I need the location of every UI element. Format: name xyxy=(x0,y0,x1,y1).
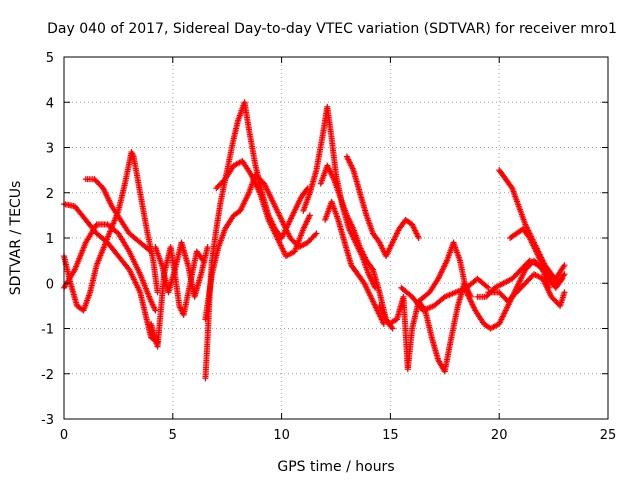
series-track-3 xyxy=(61,221,159,314)
series-track-2 xyxy=(61,149,161,314)
series-track-1 xyxy=(61,201,161,346)
y-tick-label: 4 xyxy=(46,96,54,111)
x-tick-label: 0 xyxy=(60,428,68,443)
series-track-19 xyxy=(496,167,568,287)
data-point xyxy=(146,247,153,254)
y-tick-label: 3 xyxy=(46,142,54,157)
y-tick-label: -1 xyxy=(41,323,54,338)
x-tick-label: 10 xyxy=(273,428,290,443)
y-tick-label: 5 xyxy=(46,51,54,66)
y-tick-label: -2 xyxy=(41,368,54,383)
series-track-6 xyxy=(152,239,211,300)
series-track-12 xyxy=(322,198,387,327)
series-track-11 xyxy=(317,162,396,332)
series-track-4 xyxy=(82,176,155,255)
data-layer xyxy=(61,99,568,382)
data-point xyxy=(369,265,376,272)
series-track-8 xyxy=(202,171,320,323)
x-tick-label: 25 xyxy=(600,428,617,443)
data-point xyxy=(313,230,320,237)
data-point xyxy=(389,325,396,332)
data-point xyxy=(204,244,211,251)
y-tick-label: 0 xyxy=(46,277,54,292)
y-axis-label: SDTVAR / TECUs xyxy=(8,181,24,296)
x-tick-label: 5 xyxy=(169,428,177,443)
series-track-13 xyxy=(343,153,422,260)
x-tick-label: 20 xyxy=(491,428,508,443)
series-track-9 xyxy=(213,158,313,260)
y-tick-label: -3 xyxy=(41,413,54,428)
y-tick-label: 1 xyxy=(46,232,54,247)
chart-title: Day 040 of 2017, Sidereal Day-to-day VTE… xyxy=(47,21,617,37)
x-axis-label: GPS time / hours xyxy=(277,459,394,475)
data-point xyxy=(152,307,159,314)
data-point xyxy=(306,212,313,219)
x-tick-label: 15 xyxy=(382,428,399,443)
data-point xyxy=(148,248,155,255)
data-point xyxy=(312,231,319,238)
y-tick-label: 2 xyxy=(46,187,54,202)
series-track-7 xyxy=(202,99,311,382)
